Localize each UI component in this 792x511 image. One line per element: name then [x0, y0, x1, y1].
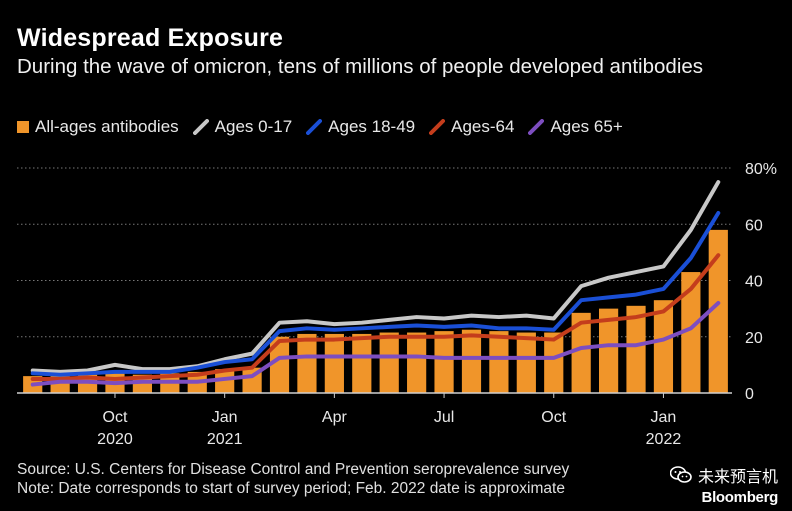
x-tick-label: Jan: [651, 409, 677, 426]
bar: [379, 332, 399, 393]
legend-line-swatch: [306, 119, 323, 135]
legend-label: Ages-64: [451, 117, 515, 136]
legend-item-ages-0-17: Ages 0-17: [192, 117, 293, 137]
x-tick-label: Oct: [541, 409, 566, 426]
x-tick-label: Oct: [103, 409, 128, 426]
legend-line-swatch: [528, 119, 545, 135]
legend-label: Ages 18-49: [328, 117, 416, 136]
source-note: Source: U.S. Centers for Disease Control…: [17, 460, 569, 498]
x-tick-label: Jan: [212, 409, 238, 426]
legend-line-swatch: [192, 119, 209, 135]
legend-item-all-ages: All-ages antibodies: [17, 117, 179, 137]
chart-subtitle: During the wave of omicron, tens of mill…: [17, 55, 704, 78]
bar: [297, 333, 317, 393]
series-line: [30, 253, 721, 381]
legend-label: Ages 0-17: [214, 117, 293, 136]
brand-cn-label: 未来预言机: [697, 469, 778, 486]
note-text: Note: Date corresponds to start of surve…: [17, 480, 565, 497]
x-tick-year-label: 2021: [207, 431, 243, 448]
chart-title: Widespread Exposure: [17, 24, 284, 52]
y-tick-label: 20: [745, 330, 763, 347]
x-tick-label: Apr: [322, 409, 348, 426]
bloomberg-logo: Bloomberg: [701, 489, 779, 506]
bar: [653, 300, 674, 393]
bar: [461, 329, 482, 393]
bar: [598, 308, 619, 393]
bar: [352, 333, 372, 393]
series-line: [30, 180, 721, 374]
bar: [708, 229, 728, 393]
bar: [489, 331, 509, 393]
legend-label: All-ages antibodies: [35, 117, 179, 136]
y-tick-label: 60: [745, 217, 763, 234]
brand-block: 未来预言机 Bloomberg: [669, 463, 779, 506]
bar: [434, 331, 454, 393]
legend-item-ages-64: Ages-64: [429, 117, 514, 137]
legend-item-ages-65-plus: Ages 65+: [528, 117, 623, 137]
x-tick-label: Jul: [434, 409, 454, 426]
y-tick-label: 40: [745, 274, 763, 291]
y-tick-label: 0: [745, 386, 754, 403]
bar: [571, 312, 591, 393]
bar: [269, 336, 290, 393]
legend-bar-swatch: [17, 121, 29, 133]
brand-cn: 未来预言机: [669, 463, 778, 487]
x-tick-year-label: 2020: [97, 431, 133, 448]
wechat-icon: [669, 466, 692, 483]
legend-label: Ages 65+: [550, 117, 623, 136]
source-text: Source: U.S. Centers for Disease Control…: [17, 461, 570, 478]
bar: [324, 333, 344, 393]
bar: [544, 332, 564, 393]
legend-item-ages-18-49: Ages 18-49: [306, 117, 415, 137]
x-tick-year-label: 2022: [646, 431, 682, 448]
series-line: [30, 301, 721, 387]
series-line: [30, 211, 721, 377]
y-tick-label: 80%: [745, 161, 777, 178]
legend-line-swatch: [429, 119, 446, 135]
bar: [215, 369, 235, 393]
legend: All-ages antibodies Ages 0-17 Ages 18-49…: [17, 117, 637, 137]
bar: [626, 305, 646, 393]
bar: [681, 272, 701, 393]
bar: [516, 332, 536, 393]
bar: [407, 332, 427, 393]
